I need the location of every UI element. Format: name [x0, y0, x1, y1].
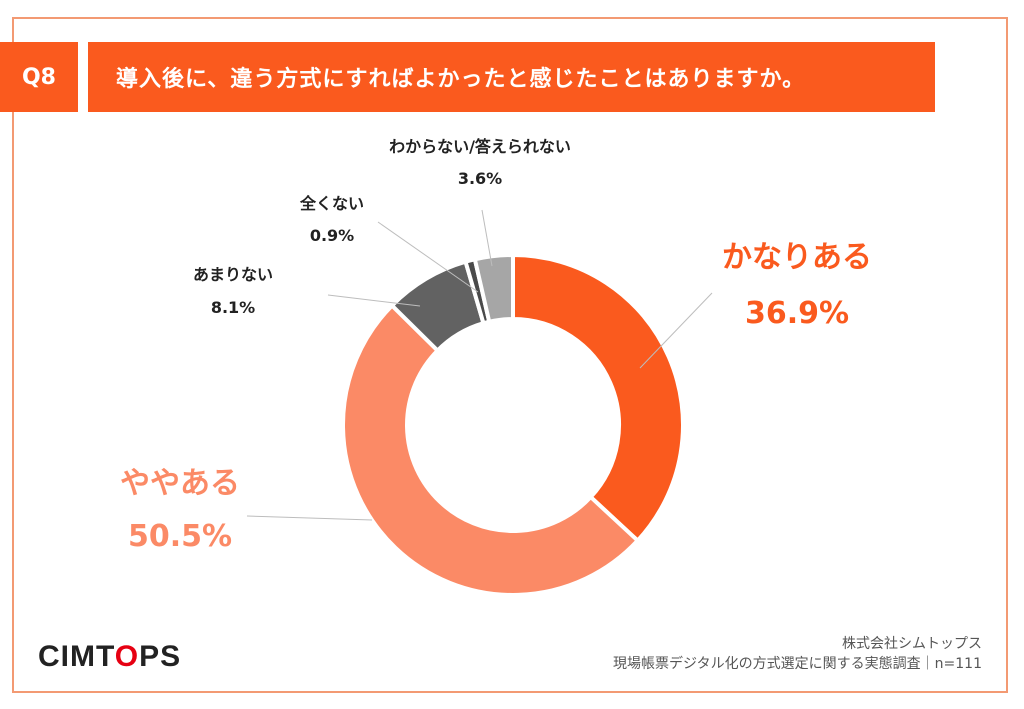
value-yaya-aru: 50.5% — [128, 519, 232, 554]
question-title: 導入後に、違う方式にすればよかったと感じたことはありますか。 — [116, 67, 806, 92]
question-number: Q8 — [21, 64, 56, 90]
cimtops-logo: CIMTOPS — [38, 640, 182, 673]
logo-o-mark: O — [114, 640, 140, 673]
value-wakaranai: 3.6% — [458, 169, 502, 188]
label-yaya-aru: ややある — [120, 466, 240, 501]
leader-line-yaya-aru — [246, 515, 373, 521]
question-title-bar: 導入後に、違う方式にすればよかったと感じたことはありますか。 — [88, 42, 935, 112]
leader-line-wakaranai — [481, 209, 493, 267]
leader-line-amari-nai — [327, 294, 421, 307]
leader-line-mattaku-nai — [377, 221, 479, 293]
slide-frame — [12, 17, 1008, 693]
source-credit: 株式会社シムトップス 現場帳票デジタル化の方式選定に関する実態調査｜n=111 — [613, 634, 982, 674]
slice-yaya-aru — [341, 302, 641, 597]
label-wakaranai: わからない/答えられない — [389, 137, 571, 156]
question-number-badge: Q8 — [0, 42, 78, 112]
label-kanari-aru: かなりある — [722, 240, 872, 275]
leader-line-kanari-aru — [639, 292, 713, 369]
slice-wakaranai — [472, 252, 515, 325]
company-name: 株式会社シムトップス — [842, 636, 982, 652]
value-mattaku-nai: 0.9% — [310, 226, 354, 245]
label-mattaku-nai: 全くない — [299, 194, 364, 213]
slice-kanari-aru — [511, 252, 685, 544]
value-amari-nai: 8.1% — [211, 298, 255, 317]
survey-note: 現場帳票デジタル化の方式選定に関する実態調査｜n=111 — [612, 656, 982, 672]
label-amari-nai: あまりない — [193, 265, 273, 284]
value-kanari-aru: 36.9% — [745, 296, 849, 331]
